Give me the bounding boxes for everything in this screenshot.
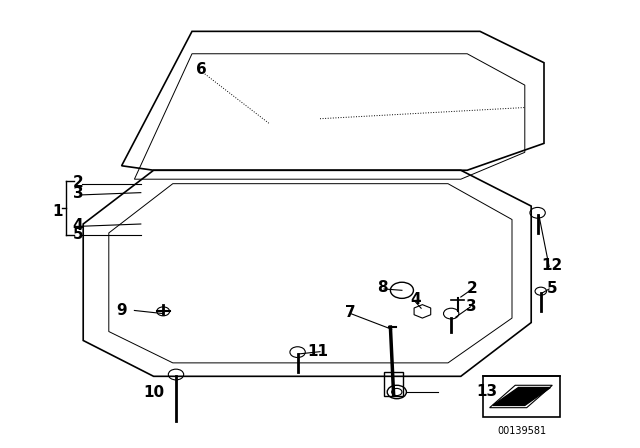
Text: 4: 4 [73, 218, 83, 233]
Text: 9: 9 [116, 302, 127, 318]
Text: 5: 5 [547, 280, 557, 296]
Text: 10: 10 [143, 384, 164, 400]
Polygon shape [493, 388, 550, 405]
Text: 2: 2 [73, 175, 83, 190]
Text: 13: 13 [476, 383, 497, 399]
Text: 5: 5 [73, 227, 83, 242]
Text: 8: 8 [377, 280, 387, 295]
Text: 12: 12 [541, 258, 563, 273]
Text: 7: 7 [346, 305, 356, 320]
Text: 2: 2 [467, 281, 477, 297]
Text: 6: 6 [196, 62, 207, 77]
Text: 1: 1 [52, 204, 63, 220]
Text: 11: 11 [308, 344, 328, 359]
Text: 00139581: 00139581 [497, 426, 546, 436]
Bar [483, 376, 560, 417]
Text: 4: 4 [411, 292, 421, 307]
Text: 3: 3 [467, 299, 477, 314]
Bar [384, 372, 403, 396]
Text: 3: 3 [73, 186, 83, 201]
